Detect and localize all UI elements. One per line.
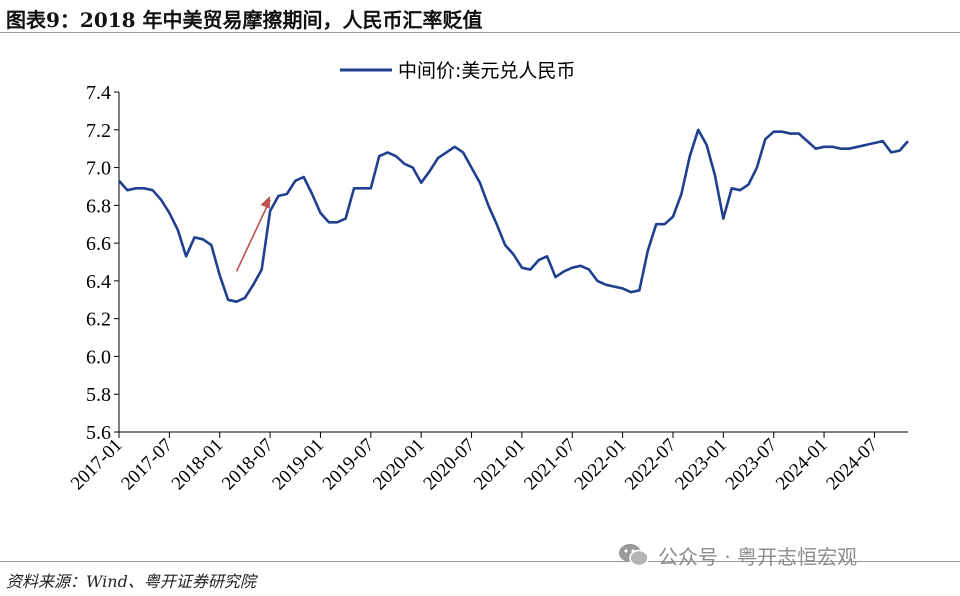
series-line: [118, 128, 909, 303]
x-tick-label: 2022-07: [621, 435, 681, 495]
x-tick-label: 2021-07: [520, 435, 580, 495]
y-tick-label: 7.0: [86, 158, 111, 180]
x-tick-label: 2021-01: [470, 435, 530, 495]
x-tick-label: 2023-07: [722, 435, 782, 495]
x-tick-label: 2022-01: [571, 435, 631, 495]
y-tick-label: 6.4: [86, 271, 111, 293]
x-tick-label: 2020-07: [419, 435, 479, 495]
annotation-arrow-line: [235, 199, 271, 272]
x-tick-label: 2018-01: [168, 435, 228, 495]
y-tick-label: 6.8: [86, 195, 111, 217]
x-tick-label: 2024-07: [822, 435, 882, 495]
wechat-icon: [619, 544, 649, 567]
watermark-text: 公众号 · 粤开志恒宏观: [658, 544, 858, 569]
x-tick-label: 2020-01: [369, 435, 429, 495]
y-tick-label: 5.6: [86, 422, 111, 444]
y-tick-label: 7.4: [86, 82, 111, 104]
top-divider: [0, 32, 960, 33]
legend-label: 中间价:美元兑人民币: [398, 60, 575, 82]
x-tick-label: 2017-07: [117, 435, 177, 495]
y-tick-label: 6.0: [86, 346, 111, 368]
x-tick-label: 2019-07: [319, 435, 379, 495]
y-tick-label: 6.6: [86, 233, 111, 255]
x-tick-label: 2019-01: [268, 435, 328, 495]
watermark: 公众号 · 粤开志恒宏观: [618, 538, 857, 572]
y-tick-label: 6.2: [86, 309, 111, 331]
source-note: 资料来源：Wind、粤开证券研究院: [6, 572, 256, 591]
x-tick-label: 2024-01: [772, 435, 832, 495]
y-tick-label: 7.2: [86, 120, 111, 142]
bottom-divider: [0, 561, 960, 562]
page-title: 图表9：2018 年中美贸易摩擦期间，人民币汇率贬值: [6, 8, 483, 32]
y-tick-label: 5.8: [86, 384, 111, 406]
x-tick-label: 2023-01: [671, 435, 731, 495]
annotation-arrow-head: [260, 195, 271, 209]
x-tick-label: 2018-07: [218, 435, 278, 495]
line-chart: 5.65.86.06.26.46.66.87.07.27.42017-01201…: [67, 60, 909, 495]
